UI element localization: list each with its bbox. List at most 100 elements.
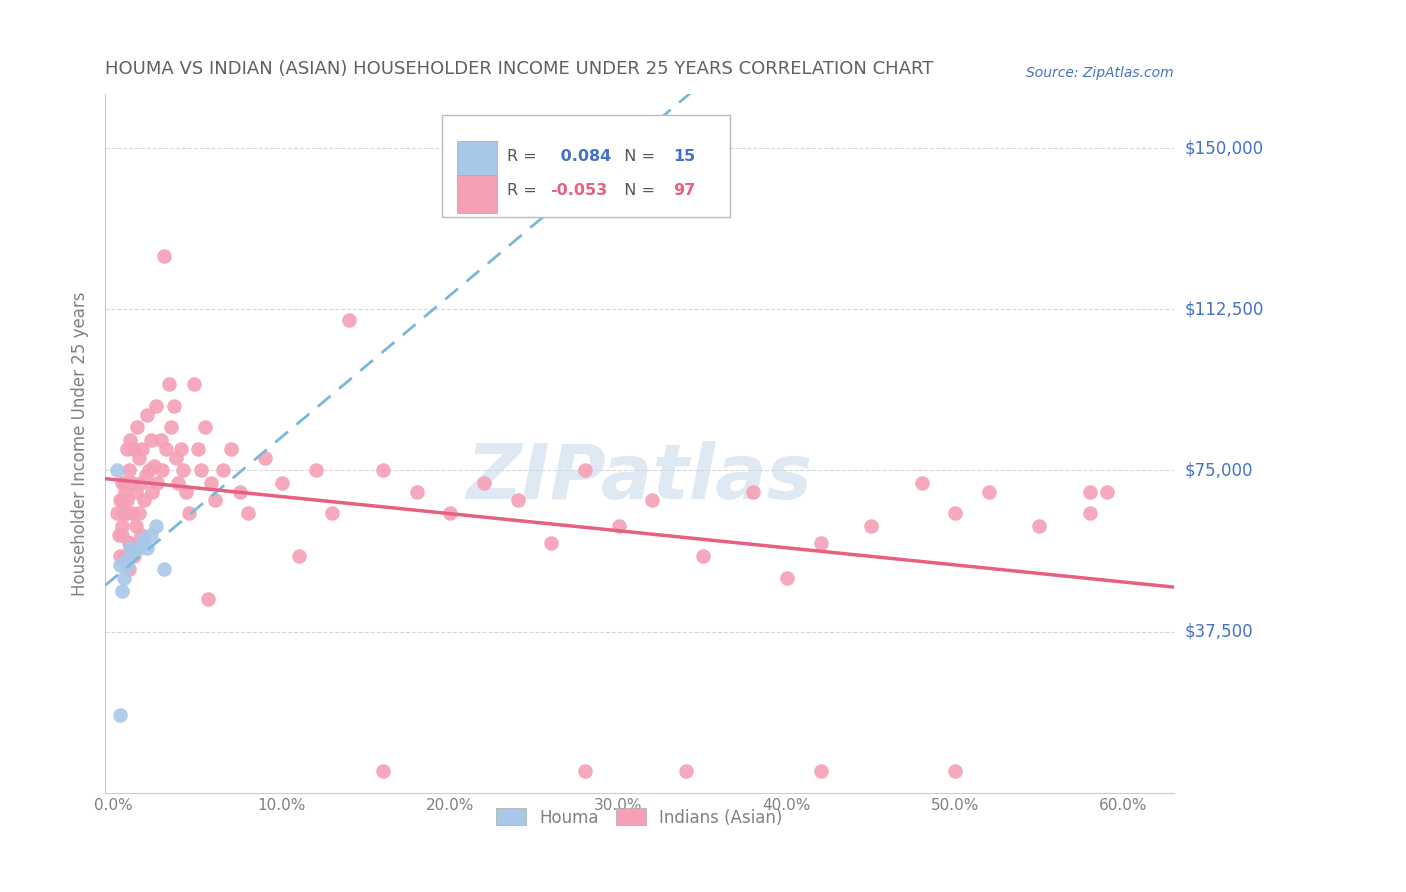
- Point: [110, 493, 132, 508]
- Point: [120, 541, 142, 555]
- Point: [287, 549, 309, 564]
- Point: [135, 467, 157, 482]
- Point: [506, 493, 529, 508]
- Point: [115, 507, 138, 521]
- Text: $112,500: $112,500: [1185, 301, 1264, 318]
- Text: R =: R =: [508, 183, 541, 198]
- Point: [910, 476, 932, 491]
- Point: [105, 507, 128, 521]
- Point: [110, 708, 132, 723]
- Point: [574, 463, 596, 477]
- Point: [692, 549, 714, 564]
- Legend: Houma, Indians (Asian): Houma, Indians (Asian): [489, 802, 789, 833]
- Point: [138, 463, 160, 477]
- Point: [129, 476, 152, 491]
- Point: [641, 493, 664, 508]
- Point: [405, 484, 427, 499]
- Point: [810, 536, 832, 550]
- Point: [943, 507, 966, 521]
- Point: [204, 493, 226, 508]
- Point: [172, 463, 194, 477]
- Point: [675, 764, 697, 779]
- Point: [122, 442, 145, 456]
- Point: [742, 484, 765, 499]
- Point: [128, 541, 150, 555]
- Text: ZIPatlas: ZIPatlas: [467, 442, 813, 516]
- Text: -0.053: -0.053: [550, 183, 607, 198]
- Point: [371, 463, 394, 477]
- Text: HOUMA VS INDIAN (ASIAN) HOUSEHOLDER INCOME UNDER 25 YEARS CORRELATION CHART: HOUMA VS INDIAN (ASIAN) HOUSEHOLDER INCO…: [105, 60, 934, 78]
- Point: [105, 463, 128, 477]
- Point: [145, 519, 167, 533]
- Point: [122, 549, 145, 564]
- Point: [128, 450, 150, 465]
- Text: Source: ZipAtlas.com: Source: ZipAtlas.com: [1026, 67, 1174, 80]
- Point: [115, 493, 138, 508]
- Point: [200, 476, 222, 491]
- Point: [810, 764, 832, 779]
- Point: [197, 592, 219, 607]
- Point: [238, 507, 260, 521]
- Point: [193, 420, 215, 434]
- Point: [271, 476, 294, 491]
- Point: [160, 420, 183, 434]
- Point: [321, 507, 343, 521]
- Point: [139, 528, 162, 542]
- Point: [977, 484, 1000, 499]
- Point: [229, 484, 252, 499]
- Text: 15: 15: [672, 149, 695, 164]
- Point: [179, 507, 201, 521]
- Point: [141, 484, 163, 499]
- Point: [165, 450, 187, 465]
- Point: [111, 476, 134, 491]
- Point: [371, 764, 394, 779]
- Point: [110, 549, 132, 564]
- Point: [139, 434, 162, 448]
- Point: [174, 484, 197, 499]
- Point: [254, 450, 277, 465]
- Point: [472, 476, 495, 491]
- Text: 97: 97: [672, 183, 695, 198]
- Point: [439, 507, 461, 521]
- Point: [1028, 519, 1050, 533]
- Point: [129, 528, 152, 542]
- Point: [146, 476, 169, 491]
- Point: [152, 463, 174, 477]
- Point: [221, 442, 243, 456]
- Point: [120, 536, 142, 550]
- Point: [136, 408, 159, 422]
- Point: [107, 528, 129, 542]
- FancyBboxPatch shape: [457, 176, 498, 213]
- Point: [153, 249, 176, 263]
- Text: N =: N =: [614, 183, 659, 198]
- Point: [943, 764, 966, 779]
- Point: [212, 463, 235, 477]
- Point: [121, 507, 143, 521]
- Point: [1095, 484, 1118, 499]
- Point: [860, 519, 883, 533]
- Point: [112, 507, 135, 521]
- Text: N =: N =: [614, 149, 659, 164]
- Point: [574, 764, 596, 779]
- Point: [121, 476, 143, 491]
- Point: [540, 536, 562, 550]
- Point: [187, 442, 209, 456]
- Text: $75,000: $75,000: [1185, 461, 1254, 479]
- Point: [111, 583, 134, 598]
- Point: [157, 377, 180, 392]
- Point: [118, 536, 141, 550]
- Text: $37,500: $37,500: [1185, 623, 1254, 640]
- Point: [155, 442, 177, 456]
- Point: [118, 562, 141, 576]
- Point: [1078, 507, 1101, 521]
- Text: $150,000: $150,000: [1185, 139, 1264, 157]
- Point: [114, 554, 136, 568]
- Point: [304, 463, 326, 477]
- Point: [183, 377, 205, 392]
- Point: [114, 484, 136, 499]
- Point: [776, 571, 799, 585]
- Point: [190, 463, 212, 477]
- Point: [149, 434, 172, 448]
- Point: [166, 476, 188, 491]
- Point: [124, 519, 146, 533]
